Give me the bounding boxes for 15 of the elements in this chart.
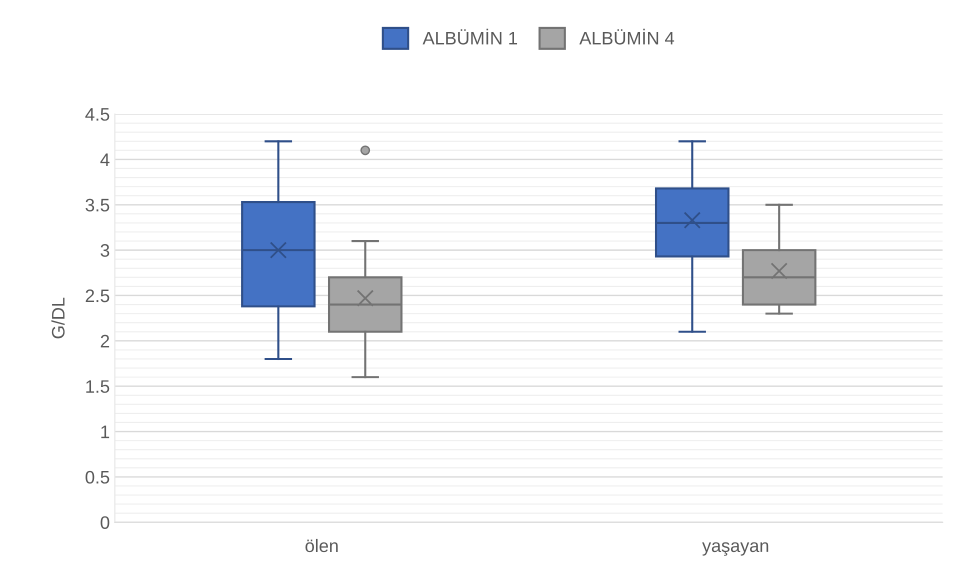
x-tick-label: yaşayan bbox=[702, 542, 768, 556]
y-tick-label: 4.5 bbox=[85, 108, 110, 121]
y-tick-label: 4 bbox=[100, 154, 110, 166]
y-tick-label: 2.5 bbox=[86, 289, 110, 302]
y-tick-label: 0.5 bbox=[86, 470, 110, 484]
y-axis-title: G/DL bbox=[51, 298, 65, 338]
x-tick-label: ölen bbox=[305, 538, 338, 552]
legend-label: ALBÜMİN 1 bbox=[422, 28, 518, 45]
y-tick-label: 1.5 bbox=[86, 380, 110, 393]
y-tick-label: 2 bbox=[100, 334, 110, 348]
y-tick-label: 3.5 bbox=[86, 198, 110, 212]
y-tick-label: 3 bbox=[100, 244, 110, 257]
legend-label: ALBÜMİN 4 bbox=[579, 28, 674, 45]
y-tick-label: 0 bbox=[100, 516, 110, 529]
y-tick-label: 1 bbox=[101, 426, 110, 438]
